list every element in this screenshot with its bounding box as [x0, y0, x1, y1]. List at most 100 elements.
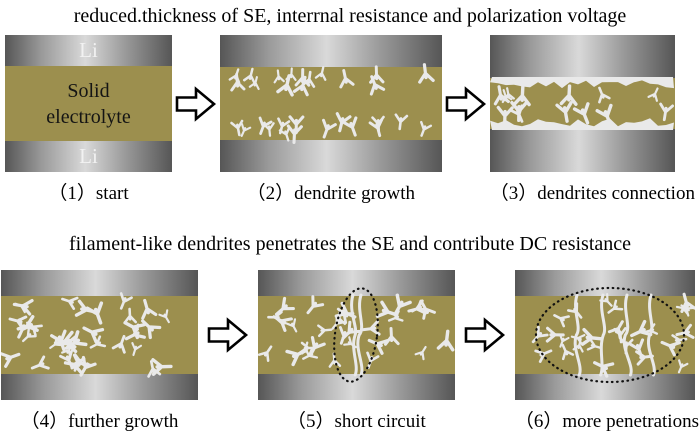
- dendrite-mark: [586, 338, 603, 351]
- arrow-right-icon: [445, 86, 486, 122]
- dendrite-mark: [675, 323, 695, 339]
- dendrite-mark: [12, 298, 34, 316]
- dendrite-mark: [371, 115, 385, 133]
- dendrite-mark: [123, 307, 137, 324]
- dendrite-mark: [131, 342, 143, 357]
- li-label-top: Li: [79, 38, 98, 62]
- dendrite-mark: [30, 355, 50, 370]
- li-electrode-top: [489, 35, 675, 78]
- dendrite-mark: [61, 296, 79, 310]
- panel-dendrite-growth: [219, 35, 442, 172]
- dendrite-mark: [124, 323, 146, 341]
- dendrite-mark: [341, 320, 361, 340]
- dendrite-mark: [680, 304, 695, 317]
- dendrite-mark: [258, 116, 273, 135]
- dendrites-overlay: [1, 292, 173, 378]
- dendrite-mark: [276, 117, 291, 135]
- dendrite-mark: [321, 118, 337, 139]
- li-electrode-bottom: [1, 374, 198, 400]
- dendrite-mark: [512, 84, 531, 107]
- dendrite-mark: [1, 352, 21, 368]
- dendrite-mark: [292, 75, 309, 97]
- panel-more-penetrations: [514, 270, 695, 400]
- dendrite-mark: [531, 325, 549, 344]
- dendrite-mark: [341, 116, 358, 137]
- dendrite-mark: [343, 336, 357, 349]
- short-circuit-ellipse: [534, 286, 685, 384]
- dendrite-mark: [559, 84, 578, 106]
- dendrite-mark: [314, 65, 327, 81]
- step-3: （3）dendrites connection: [489, 35, 695, 205]
- dendrite-mark: [70, 353, 92, 370]
- dendrite-mark: [595, 103, 613, 127]
- step-5: （5）short circuit: [257, 270, 455, 433]
- dendrite-filament: [356, 293, 364, 377]
- arrow-right-icon: [207, 317, 248, 353]
- dendrites-overlay: [489, 77, 674, 130]
- li-electrode-bottom: [219, 140, 442, 172]
- dendrite-mark: [394, 113, 409, 131]
- dendrite-mark: [316, 324, 333, 338]
- step-1-caption: （1）start: [48, 183, 129, 204]
- dendrite-mark: [119, 292, 133, 310]
- row-late-stages: （4）further growth （5）short circuit: [0, 270, 700, 433]
- dendrite-mark: [414, 345, 427, 361]
- dendrite-filament: [573, 293, 582, 377]
- arrow-right-icon: [464, 317, 505, 353]
- li-label-bottom: Li: [79, 144, 98, 168]
- li-electrode-bottom: [514, 374, 695, 400]
- li-electrode-bottom: [489, 129, 675, 172]
- dendrite-mark: [597, 86, 611, 104]
- dendrite-mark: [286, 124, 303, 144]
- li-electrode-bottom: [257, 374, 455, 400]
- li-electrode-top: [257, 270, 455, 296]
- dendrites-overlay: [228, 63, 435, 144]
- dendrite-mark: [151, 358, 173, 376]
- dendrite-mark: [545, 326, 565, 343]
- dendrite-mark: [383, 326, 400, 346]
- dendrite-mark: [111, 334, 126, 354]
- dendrite-filament: [646, 293, 656, 377]
- panel-start: Li Solid electrolyte Li: [5, 35, 172, 172]
- dendrite-mark: [335, 112, 352, 133]
- dendrite-mark: [242, 67, 256, 84]
- dendrite-mark: [288, 115, 305, 135]
- dendrite-mark: [552, 314, 570, 328]
- dendrite-mark: [436, 329, 455, 352]
- dendrite-mark: [82, 326, 105, 344]
- dendrite-mark: [677, 359, 689, 374]
- step-2-caption: （2）dendrite growth: [246, 183, 416, 204]
- dendrite-mark: [240, 123, 252, 137]
- step-6-caption: （6）more penetrations: [514, 411, 699, 432]
- dendrites-overlay: [257, 287, 455, 383]
- step-2: （2）dendrite growth: [219, 35, 442, 205]
- solid-electrolyte-layer: Solid electrolyte: [5, 66, 172, 141]
- dendrite-mark: [21, 327, 37, 343]
- dendrite-mark: [647, 87, 659, 102]
- dendrite-mark: [17, 318, 33, 339]
- dendrite-mark: [285, 318, 298, 333]
- solid-electrolyte-label: Solid electrolyte: [46, 79, 131, 128]
- dendrite-mark: [660, 340, 681, 357]
- dendrite-mark: [607, 299, 624, 314]
- dendrite-mark: [230, 119, 244, 137]
- dendrite-mark: [658, 102, 674, 122]
- dendrite-mark: [366, 351, 380, 369]
- dendrite-mark: [419, 120, 432, 137]
- dendrite-mark: [555, 101, 573, 123]
- dendrite-mark: [141, 319, 162, 340]
- dendrite-mark: [274, 296, 295, 316]
- panel-short-circuit: [257, 270, 455, 400]
- dendrite-mark: [572, 102, 590, 125]
- arrow-right-icon: [175, 86, 216, 122]
- dendrite-mark: [361, 319, 381, 336]
- dendrite-mark: [534, 349, 553, 363]
- dendrite-mark: [276, 74, 294, 97]
- dendrites-overlay: [531, 286, 695, 384]
- li-electrode-top: Li: [5, 35, 172, 66]
- dendrite-mark: [158, 309, 170, 324]
- middle-caption: filament-like dendrites penetrates the S…: [68, 233, 632, 255]
- panel-dendrites-connection: [489, 35, 675, 172]
- dendrite-mark: [561, 343, 574, 361]
